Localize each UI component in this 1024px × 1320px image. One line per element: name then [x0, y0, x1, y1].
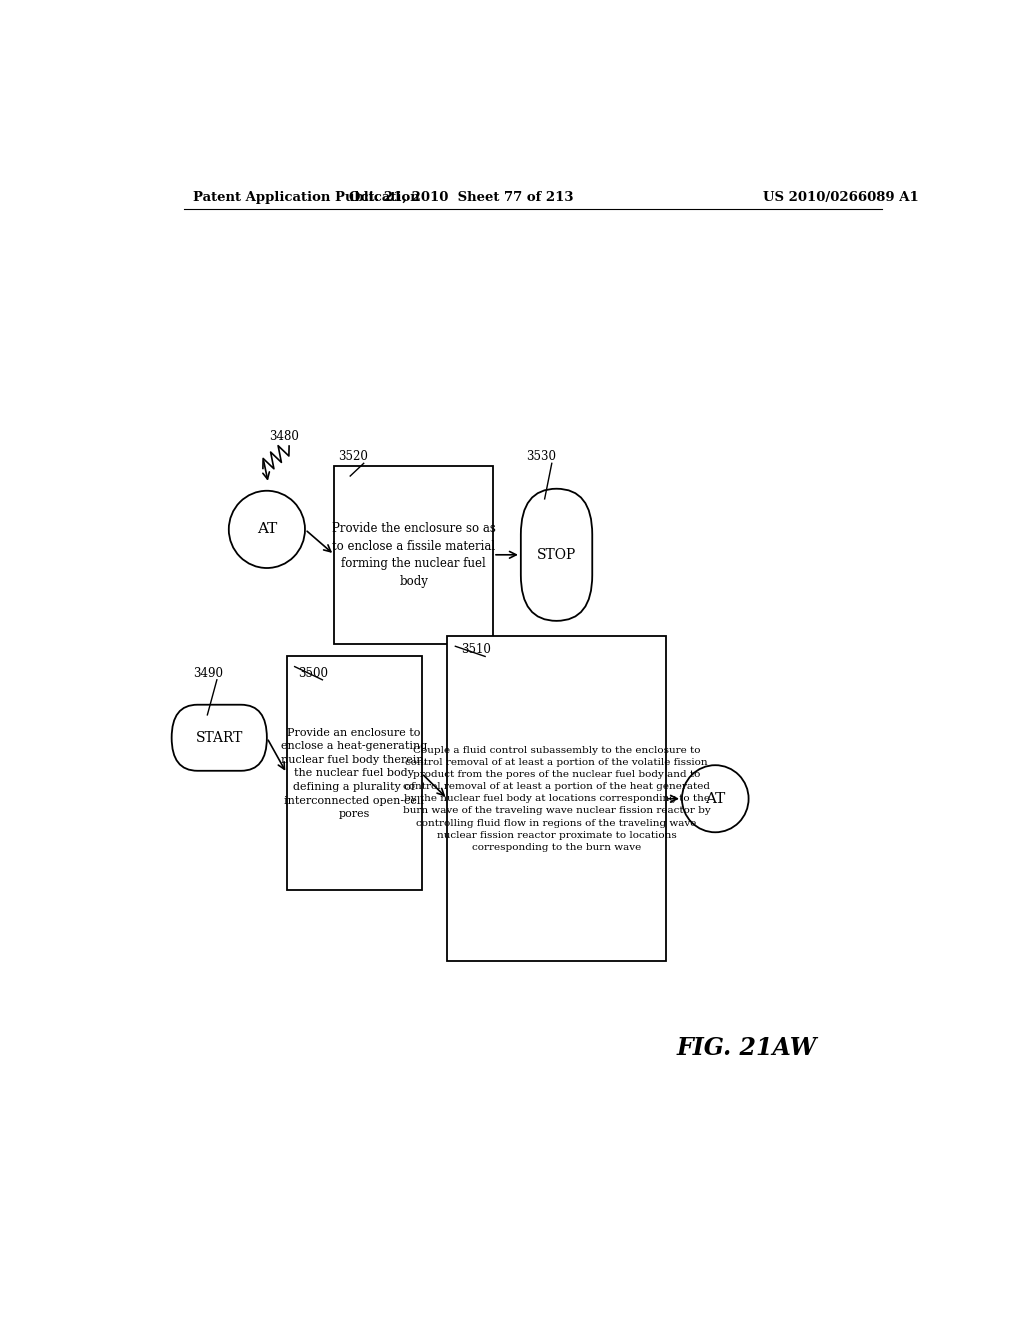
Text: AT: AT	[257, 523, 278, 536]
FancyBboxPatch shape	[521, 488, 592, 620]
Bar	[334, 466, 494, 644]
Ellipse shape	[228, 491, 305, 568]
Text: FIG. 21AW: FIG. 21AW	[677, 1036, 817, 1060]
Text: US 2010/0266089 A1: US 2010/0266089 A1	[763, 190, 919, 203]
Ellipse shape	[682, 766, 749, 833]
Text: 3530: 3530	[526, 450, 556, 463]
Text: Provide the enclosure so as
to enclose a fissile material
forming the nuclear fu: Provide the enclosure so as to enclose a…	[332, 521, 496, 587]
Text: 3490: 3490	[194, 667, 223, 680]
Text: START: START	[196, 731, 243, 744]
FancyBboxPatch shape	[172, 705, 267, 771]
Bar	[287, 656, 422, 890]
Text: AT: AT	[706, 792, 725, 805]
Text: Provide an enclosure to
enclose a heat-generating
nuclear fuel body therein,
the: Provide an enclosure to enclose a heat-g…	[281, 727, 427, 820]
Text: STOP: STOP	[537, 548, 577, 562]
Text: Oct. 21, 2010  Sheet 77 of 213: Oct. 21, 2010 Sheet 77 of 213	[349, 190, 573, 203]
Text: 3520: 3520	[338, 450, 369, 463]
Text: 3500: 3500	[299, 667, 329, 680]
Text: Couple a fluid control subassembly to the enclosure to
control removal of at lea: Couple a fluid control subassembly to th…	[402, 746, 711, 851]
Text: Patent Application Publication: Patent Application Publication	[194, 190, 420, 203]
Text: 3480: 3480	[269, 430, 299, 444]
Text: 3510: 3510	[461, 643, 492, 656]
Bar	[447, 636, 666, 961]
